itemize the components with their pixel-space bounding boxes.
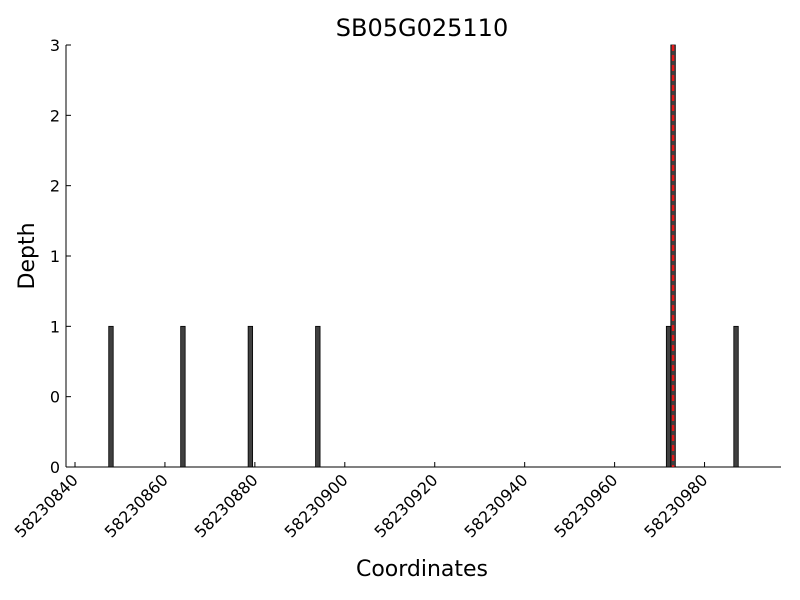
x-tick-label: 58230980 (640, 470, 711, 541)
y-tick-label: 1 (50, 317, 60, 336)
y-tick-label: 0 (50, 458, 60, 477)
y-tick-label: 2 (50, 106, 60, 125)
y-tick-label: 3 (50, 36, 60, 55)
bar (247, 325, 254, 468)
bar (180, 325, 186, 468)
y-tick-label: 0 (50, 388, 60, 407)
bar (108, 325, 114, 468)
bar (315, 325, 321, 468)
x-tick-label: 58230920 (371, 470, 442, 541)
x-tick-label: 58230940 (460, 470, 531, 541)
y-tick-label: 2 (50, 177, 60, 196)
x-tick-label: 58230840 (11, 470, 82, 541)
x-tick-label: 58230960 (550, 470, 621, 541)
x-axis-label: Coordinates (356, 557, 488, 582)
x-tick-label: 58230880 (191, 470, 262, 541)
x-tick-label: 58230860 (101, 470, 172, 541)
y-axis-label: Depth (15, 222, 40, 289)
y-tick-label: 1 (50, 247, 60, 266)
x-tick-label: 58230900 (281, 470, 352, 541)
chart-title: SB05G025110 (336, 14, 508, 42)
bar (665, 325, 672, 468)
bar (733, 325, 739, 468)
